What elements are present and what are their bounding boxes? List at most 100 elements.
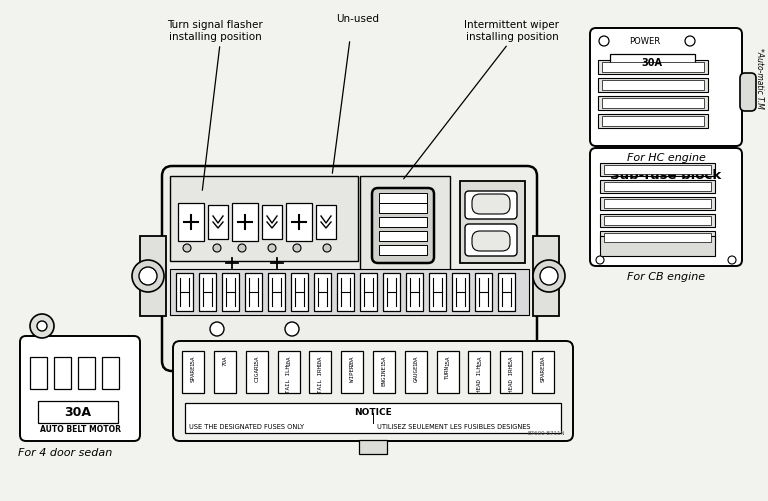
FancyBboxPatch shape (590, 29, 742, 147)
Text: 15A: 15A (254, 355, 259, 366)
Text: HEAD ILH: HEAD ILH (477, 364, 482, 392)
Bar (610, 55, 695, 71)
Bar (602, 99, 704, 109)
Bar (604, 233, 711, 242)
Circle shape (183, 244, 191, 253)
Bar (500, 351, 522, 393)
Circle shape (540, 268, 558, 286)
Bar (600, 197, 715, 210)
FancyBboxPatch shape (162, 167, 537, 371)
Text: 10A: 10A (541, 355, 546, 366)
Bar (598, 97, 708, 111)
Text: AUTO BELT MOTOR: AUTO BELT MOTOR (39, 424, 121, 433)
Bar (176, 274, 193, 312)
FancyBboxPatch shape (465, 191, 517, 219)
Bar (178, 203, 204, 241)
Text: For CB engine: For CB engine (627, 272, 705, 282)
Circle shape (599, 37, 609, 47)
Bar (379, 203, 427, 213)
Bar (475, 274, 492, 312)
Bar (604, 216, 711, 225)
Bar (533, 236, 559, 316)
FancyBboxPatch shape (590, 149, 742, 267)
FancyBboxPatch shape (740, 74, 756, 112)
Bar (232, 203, 258, 241)
Bar (286, 203, 312, 241)
Bar (102, 357, 119, 389)
Bar (598, 115, 708, 129)
Bar (460, 182, 525, 264)
Bar (170, 177, 358, 262)
Bar (600, 231, 715, 244)
Text: ENGINE: ENGINE (382, 364, 386, 385)
Bar (604, 166, 711, 175)
Text: UTILISEZ SEULEMENT LES FUSIBLES DESIGNES: UTILISEZ SEULEMENT LES FUSIBLES DESIGNES (377, 423, 531, 429)
Text: 10A: 10A (318, 355, 323, 366)
Text: For HC engine: For HC engine (627, 153, 706, 163)
Bar (140, 236, 166, 316)
Text: TURN: TURN (445, 364, 450, 378)
Bar (468, 351, 491, 393)
Text: POWER: POWER (630, 38, 660, 47)
Bar (214, 351, 236, 393)
Circle shape (268, 244, 276, 253)
Bar (245, 274, 262, 312)
Bar (360, 177, 450, 272)
Bar (199, 274, 216, 312)
Bar (78, 357, 95, 389)
Text: SPARE: SPARE (541, 364, 546, 382)
Text: SPARE: SPARE (190, 364, 196, 382)
Text: WIPER: WIPER (349, 364, 355, 382)
Circle shape (685, 37, 695, 47)
Circle shape (596, 257, 604, 265)
Bar (360, 274, 377, 312)
Bar (246, 351, 268, 393)
Bar (222, 274, 239, 312)
Bar (262, 205, 282, 239)
Bar (406, 274, 423, 312)
Bar (379, 245, 427, 256)
Circle shape (213, 244, 221, 253)
Bar (337, 274, 354, 312)
Bar (182, 351, 204, 393)
Bar (405, 351, 427, 393)
FancyBboxPatch shape (20, 336, 140, 441)
Bar (30, 357, 47, 389)
FancyBboxPatch shape (472, 231, 510, 252)
Bar (373, 351, 395, 393)
Bar (600, 214, 715, 227)
Text: TAIL IRH: TAIL IRH (318, 364, 323, 392)
Circle shape (210, 322, 224, 336)
Bar (379, 217, 427, 227)
Text: 30A: 30A (65, 406, 91, 419)
Bar (185, 403, 561, 433)
Bar (498, 274, 515, 312)
Bar (452, 274, 469, 312)
Bar (600, 164, 715, 177)
Text: GAUGE: GAUGE (413, 364, 419, 382)
FancyBboxPatch shape (372, 188, 434, 264)
Text: Intermittent wiper
installing position: Intermittent wiper installing position (465, 20, 560, 42)
Circle shape (323, 244, 331, 253)
Text: TAIL ILH: TAIL ILH (286, 364, 291, 392)
Text: 15A: 15A (477, 355, 482, 366)
Text: 10A: 10A (413, 355, 419, 366)
Bar (604, 183, 711, 191)
Circle shape (293, 244, 301, 253)
Circle shape (30, 314, 54, 338)
Bar (359, 440, 387, 454)
Circle shape (37, 321, 47, 331)
FancyBboxPatch shape (472, 194, 510, 214)
Text: 15A: 15A (509, 355, 514, 366)
Bar (437, 351, 458, 393)
Text: USE THE DESIGNATED FUSES ONLY: USE THE DESIGNATED FUSES ONLY (189, 423, 304, 429)
Bar (604, 199, 711, 208)
Text: For 4 door sedan: For 4 door sedan (18, 447, 112, 457)
Bar (314, 274, 331, 312)
Bar (54, 357, 71, 389)
Circle shape (132, 261, 164, 293)
Bar (602, 81, 704, 91)
Bar (316, 205, 336, 239)
Text: *Auto-matic T.M: *Auto-matic T.M (756, 48, 764, 108)
Circle shape (238, 244, 246, 253)
